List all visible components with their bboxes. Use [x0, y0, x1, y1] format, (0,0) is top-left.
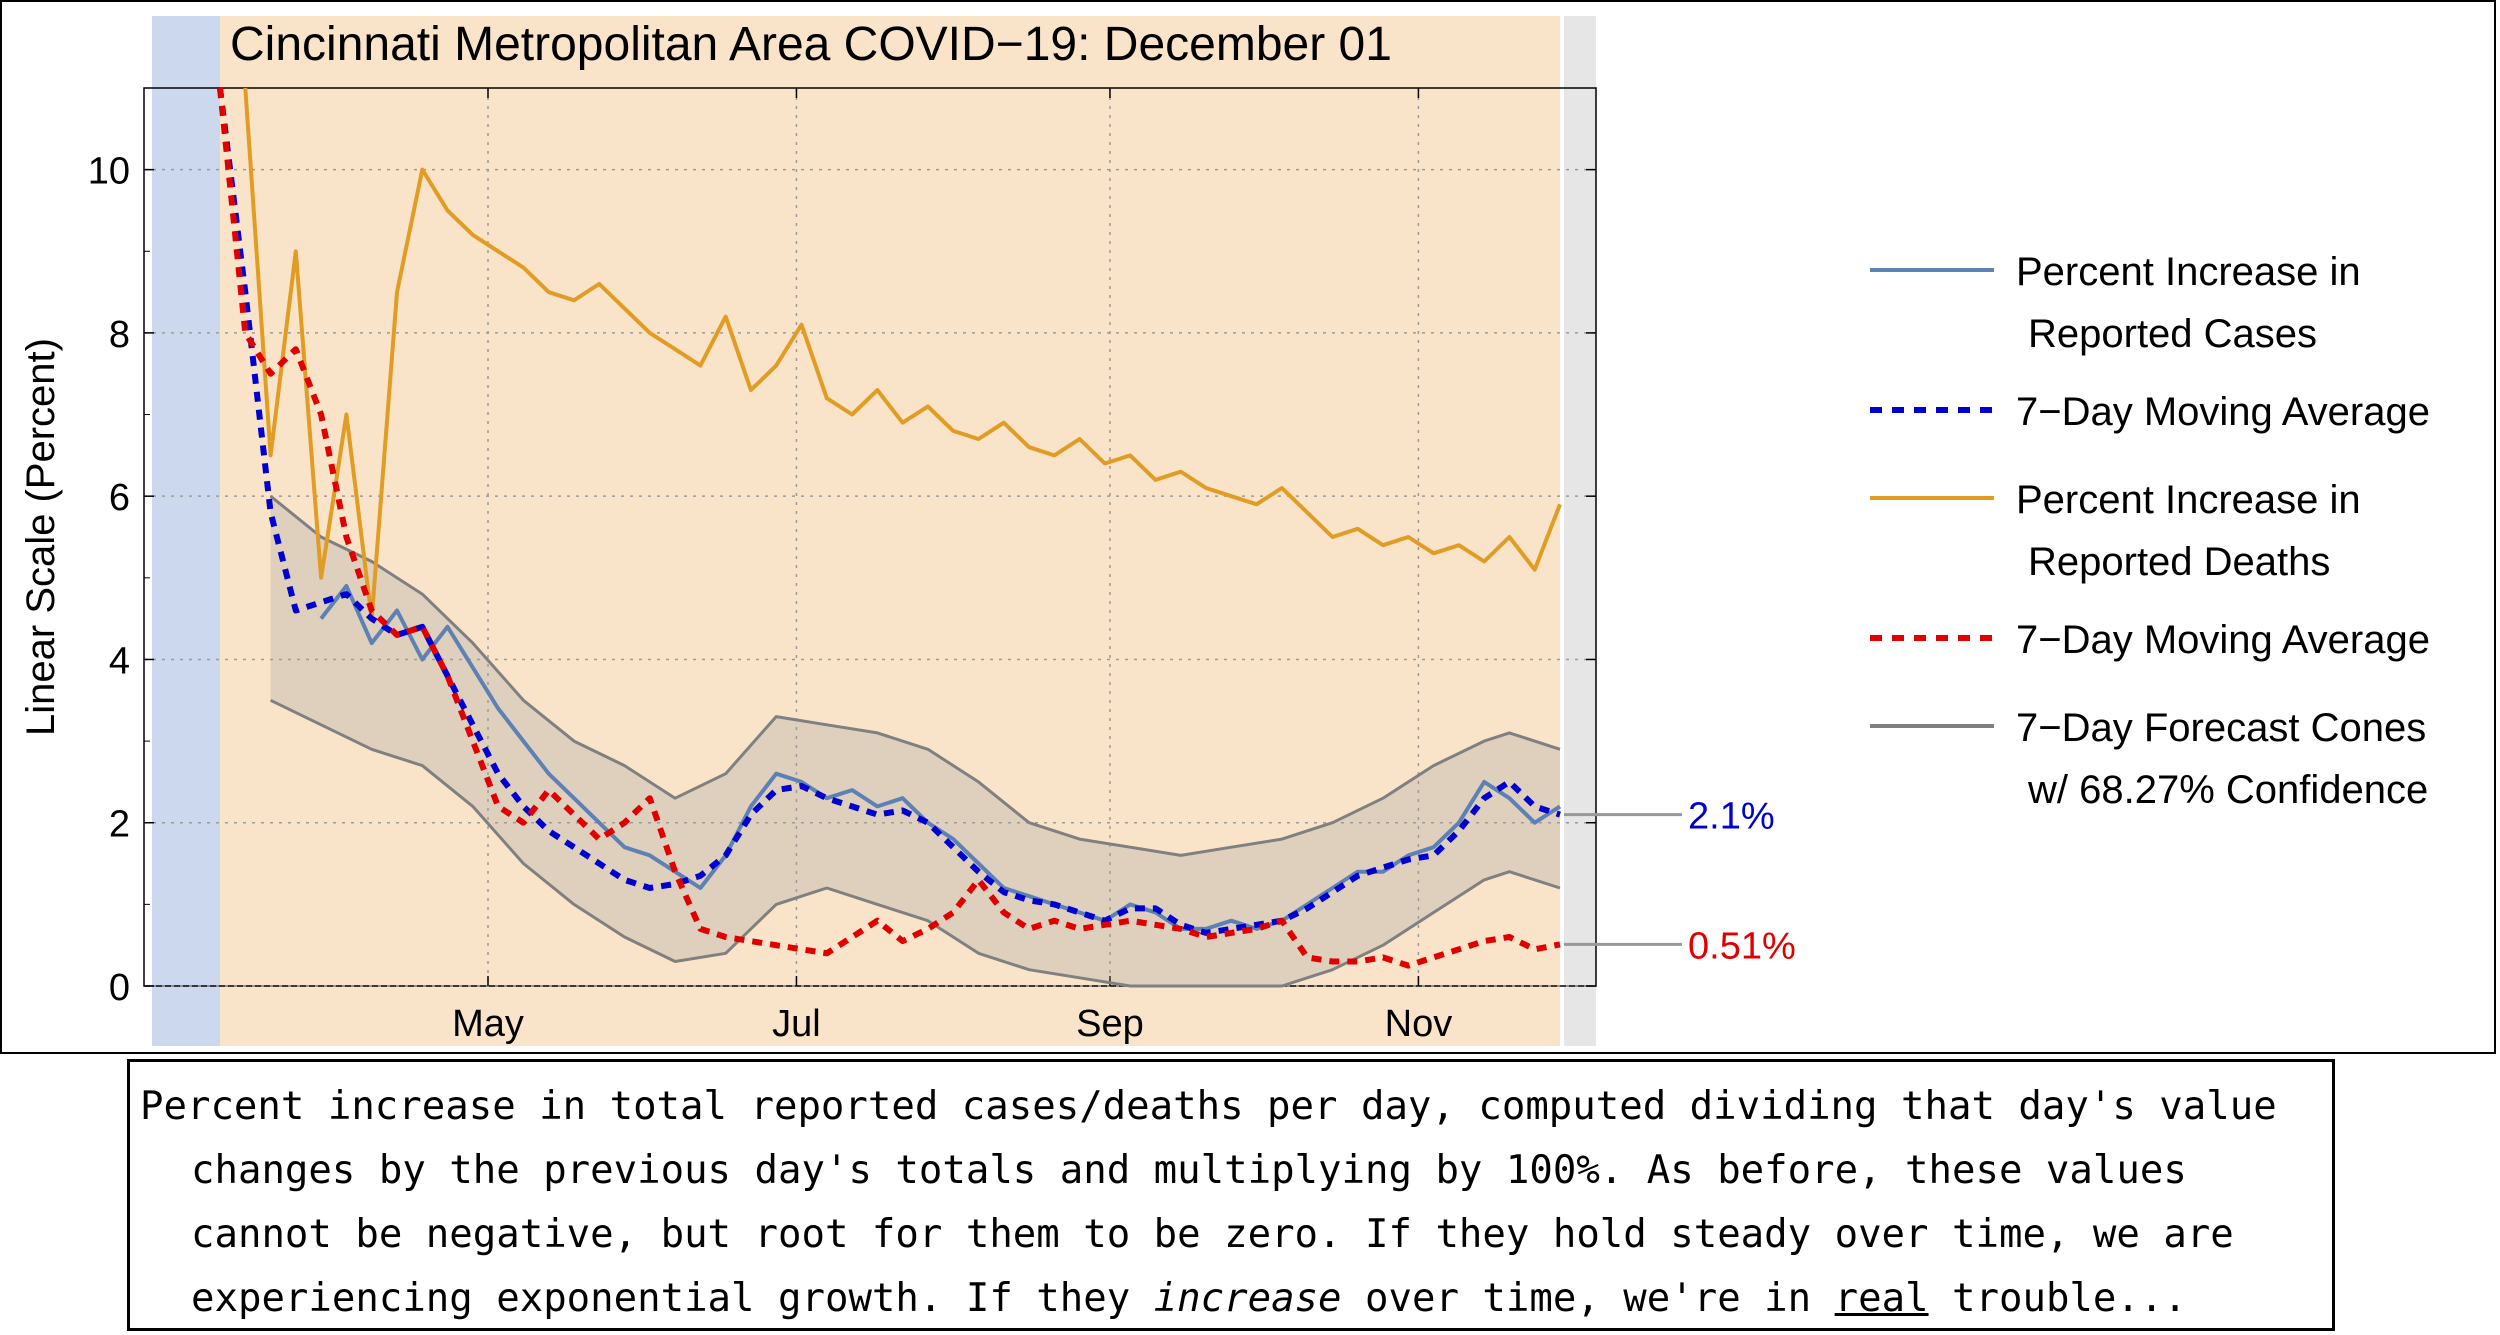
deaths-shaded-region: [220, 16, 1560, 1046]
y-tick-label: 8: [109, 314, 130, 356]
caption-line-4b: over time, we're in: [1341, 1276, 1835, 1321]
x-tick-label: Jul: [772, 1003, 821, 1045]
legend-label-forecast-line2: w/ 68.27% Confidence: [2027, 768, 2428, 812]
caption-underline: real: [1834, 1276, 1929, 1321]
caption-line-2: changes by the previous day's totals and…: [191, 1148, 2187, 1193]
forecast-upper-line: [269, 495, 1561, 857]
legend-label-deaths-line2: Reported Deaths: [2028, 540, 2330, 584]
caption-line-4c: trouble...: [1928, 1276, 2187, 1321]
legend-label-cases-line2: Reported Cases: [2028, 312, 2317, 356]
caption-line-4: experiencing exponential growth. If they…: [140, 1267, 2332, 1331]
caption: Percent increase in total reported cases…: [127, 1059, 2335, 1331]
deaths-end-label: 0.51%: [1688, 925, 1796, 967]
deaths-moving-average-line: [217, 87, 1561, 969]
x-tick-label: May: [452, 1003, 524, 1045]
plot-frame: [143, 87, 1597, 987]
caption-line-4a: experiencing exponential growth. If they: [191, 1276, 1154, 1321]
legend-label-cases: Percent Increase in: [2016, 250, 2361, 294]
early-cases-band: [152, 16, 220, 1046]
y-tick-label: 4: [109, 640, 130, 682]
y-tick-label: 10: [88, 151, 130, 193]
end-labels: 2.1% 0.51%: [1564, 796, 1796, 967]
x-axis-ticks: May Jul Sep Nov: [452, 88, 1452, 1045]
x-tick-label: Nov: [1385, 1003, 1453, 1045]
forecast-lower-line: [269, 698, 1561, 988]
chart-title: Cincinnati Metropolitan Area COVID−19: D…: [230, 18, 1392, 71]
legend-label-forecast: 7−Day Forecast Cones: [2016, 706, 2426, 750]
forecast-shaded-region: [1564, 16, 1596, 1046]
legend-label-deaths_avg: 7−Day Moving Average: [2016, 618, 2430, 662]
caption-line-1: Percent increase in total reported cases…: [140, 1084, 2277, 1129]
gridlines: [144, 88, 1596, 987]
forecast-cone-fill: [270, 496, 1561, 986]
legend: Percent Increase in Reported Cases 7−Day M…: [1870, 250, 2430, 812]
legend-label-cases_avg: 7−Day Moving Average: [2016, 390, 2430, 434]
y-tick-label: 0: [109, 967, 130, 1009]
y-tick-label: 2: [109, 804, 130, 846]
cases-end-label: 2.1%: [1688, 796, 1775, 838]
caption-line-3: cannot be negative, but root for them to…: [191, 1212, 2234, 1257]
x-tick-label: Sep: [1076, 1003, 1144, 1045]
cases-moving-average-line: [217, 87, 1561, 936]
series-layer: [217, 87, 1562, 988]
y-axis-label: Linear Scale (Percent): [19, 338, 63, 736]
chart-frame: 0 2 4 6 8 10 May Jul Sep Nov 2.1% 0.51% Cincinnat…: [0, 0, 2496, 1054]
deaths-series-line: [243, 87, 1562, 621]
y-tick-label: 6: [109, 477, 130, 519]
y-axis-ticks: 0 2 4 6 8 10: [88, 151, 1596, 1009]
chart: 0 2 4 6 8 10 May Jul Sep Nov 2.1% 0.51% Cincinnat…: [19, 16, 2430, 1046]
caption-emphasis: increase: [1153, 1276, 1342, 1321]
legend-label-deaths: Percent Increase in: [2016, 478, 2361, 522]
